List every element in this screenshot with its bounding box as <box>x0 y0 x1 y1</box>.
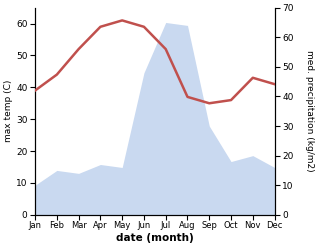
X-axis label: date (month): date (month) <box>116 233 194 243</box>
Y-axis label: med. precipitation (kg/m2): med. precipitation (kg/m2) <box>305 50 314 172</box>
Y-axis label: max temp (C): max temp (C) <box>4 80 13 143</box>
